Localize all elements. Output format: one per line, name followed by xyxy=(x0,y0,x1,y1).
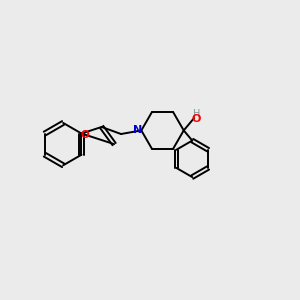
Text: O: O xyxy=(81,130,90,140)
Text: H: H xyxy=(193,110,200,119)
Text: O: O xyxy=(192,114,201,124)
Text: N: N xyxy=(133,125,142,135)
